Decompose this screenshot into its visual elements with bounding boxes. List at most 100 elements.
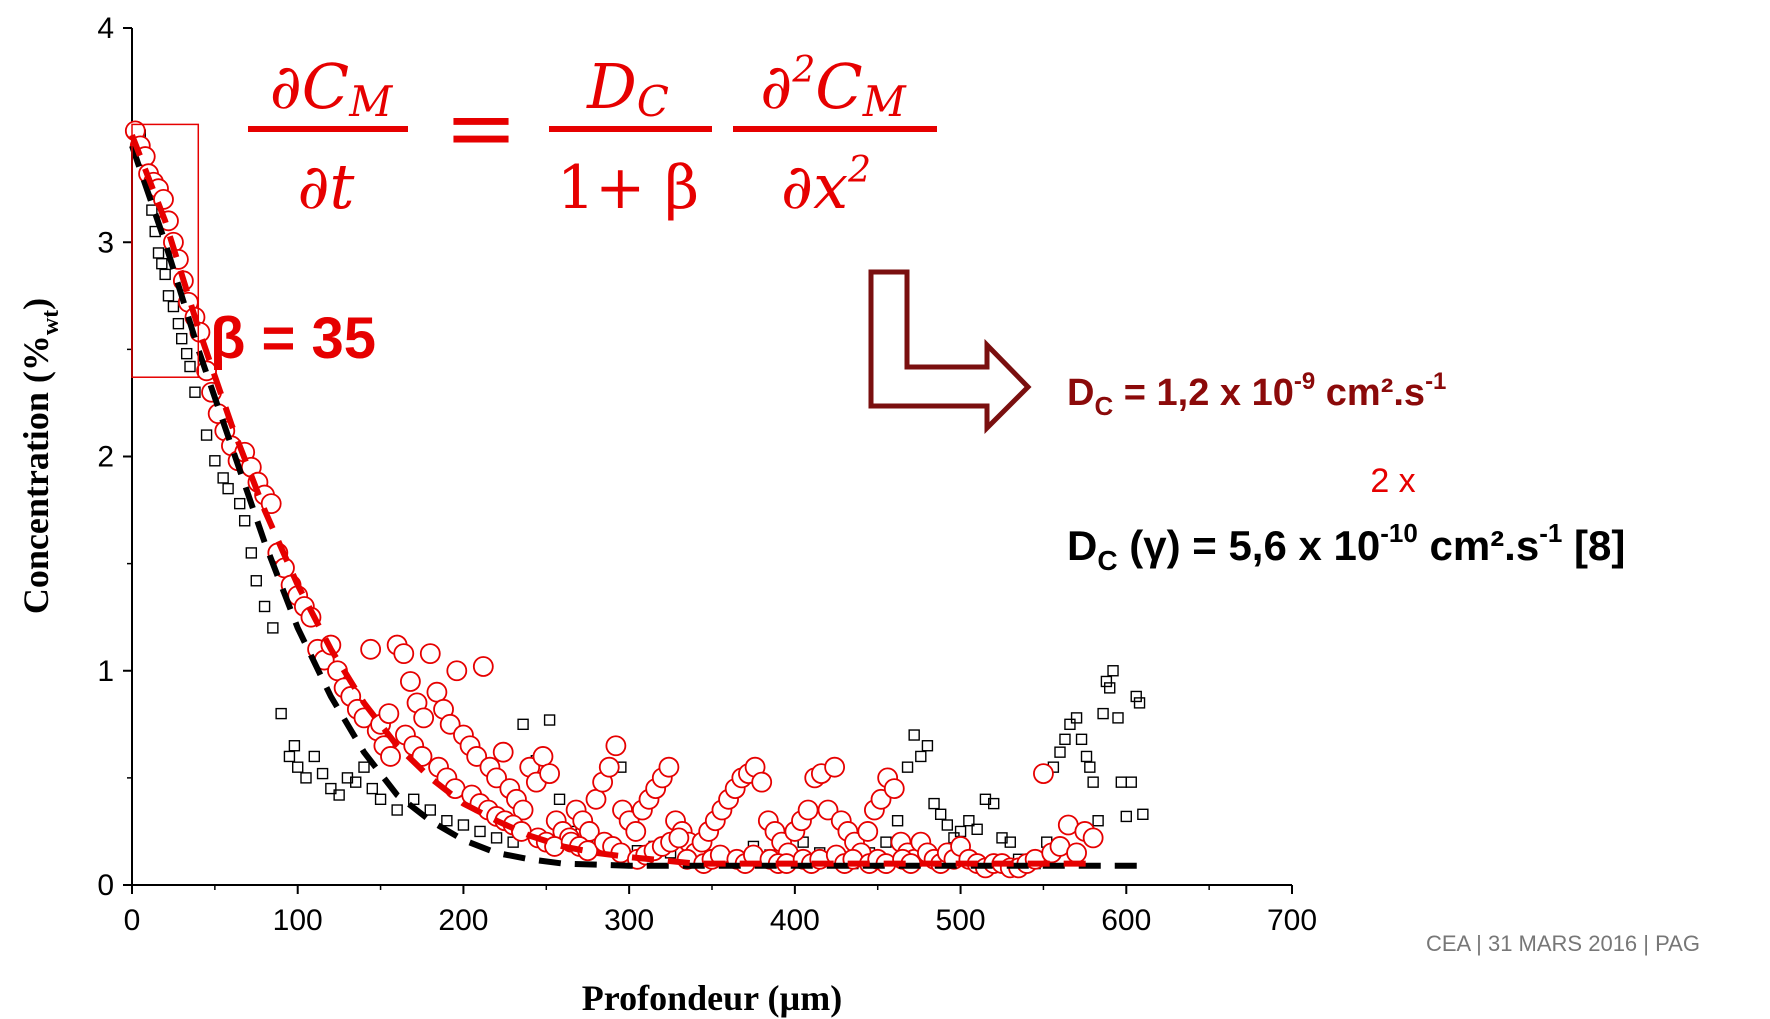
data-point-circle: [605, 735, 627, 757]
data-point-square: [316, 767, 329, 780]
data-point-circle: [492, 741, 514, 763]
x-tick-label: 600: [1101, 904, 1151, 937]
data-point-circle: [585, 788, 607, 810]
footer-text: CEA | 31 MARS 2016 | PAG: [1426, 931, 1700, 956]
data-point-square: [1097, 707, 1109, 720]
data-point-square: [1080, 750, 1093, 763]
data-point-circle: [378, 703, 400, 724]
data-point-square: [891, 815, 904, 827]
data-point-circle: [426, 681, 448, 703]
data-point-circle: [512, 799, 534, 821]
data-point-square: [184, 360, 196, 373]
data-point-circle: [446, 660, 468, 682]
data-point-square: [988, 797, 1000, 810]
data-point-square: [162, 290, 175, 302]
data-point-circle: [1082, 827, 1104, 849]
data-point-square: [152, 247, 165, 259]
data-point-square: [156, 257, 168, 270]
data-point-square: [1004, 836, 1016, 848]
data-point-square: [1133, 697, 1146, 709]
y-tick-label: 0: [97, 869, 114, 902]
data-point-circle: [598, 756, 620, 778]
data-point-square: [325, 782, 337, 795]
y-tick-label: 1: [97, 655, 114, 688]
dc-result: DC = 1,2 x 10-9 cm².s-1: [1067, 368, 1446, 421]
data-point-circle: [539, 763, 560, 784]
data-point-square: [288, 740, 301, 752]
data-point-circle: [419, 643, 441, 665]
data-point-square: [1130, 690, 1142, 703]
y-tick-label: 3: [97, 226, 114, 259]
data-point-square: [1120, 810, 1132, 823]
data-point-circle: [751, 771, 773, 793]
data-point-square: [517, 718, 529, 731]
eq-equals: =: [444, 76, 518, 179]
data-point-square: [217, 472, 229, 484]
data-point-square: [209, 455, 221, 467]
data-point-circle: [625, 821, 647, 842]
x-tick-label: 400: [770, 904, 820, 937]
data-point-square: [238, 515, 251, 527]
data-point-circle: [413, 707, 435, 729]
data-point-square: [222, 482, 234, 495]
data-point-square: [245, 547, 258, 559]
data-point-circle: [532, 746, 554, 767]
data-point-circle: [380, 746, 401, 767]
beta-label: β = 35: [210, 306, 376, 371]
factor-label: 2 x: [1370, 462, 1415, 500]
data-point-square: [1107, 665, 1119, 677]
y-axis-title: Concentration (%wt): [16, 298, 64, 614]
data-point-circle: [360, 638, 382, 660]
hollow-arrow-icon: [868, 269, 1032, 435]
x-tick-label: 300: [604, 904, 654, 937]
data-point-square: [146, 204, 158, 216]
data-point-square: [159, 268, 171, 281]
data-point-square: [928, 797, 940, 810]
data-point-square: [901, 761, 914, 773]
data-point-circle: [668, 827, 690, 849]
x-tick-label: 100: [273, 904, 323, 937]
data-point-square: [333, 789, 345, 801]
data-point-square: [1075, 733, 1088, 746]
data-point-square: [358, 761, 370, 773]
data-point-square: [963, 815, 975, 827]
eq-lhs-denominator: ∂t: [298, 150, 355, 223]
fit-lines: [129, 134, 1140, 869]
data-point-square: [941, 819, 954, 831]
data-point-square: [308, 750, 320, 763]
zoom-box: [131, 123, 200, 378]
data-point-square: [189, 386, 201, 398]
data-point-square: [1115, 776, 1128, 788]
data-point-square: [172, 317, 185, 330]
data-point-circle: [472, 656, 494, 677]
dc-gamma: DC (γ) = 5,6 x 10-10 cm².s-1 [8]: [1067, 518, 1625, 576]
eq-lhs-numerator: ∂CM: [270, 50, 394, 126]
eq-rhs-numerator: ∂2CM: [760, 50, 906, 126]
data-point-square: [1100, 675, 1113, 688]
data-point-square: [1112, 712, 1124, 724]
data-point-circle: [1066, 842, 1087, 864]
data-point-circle: [857, 821, 879, 842]
diffusion-equation: ∂CM ∂t = DC 1+ β ∂2CM ∂x2: [248, 50, 937, 223]
data-point-square: [1087, 776, 1099, 788]
data-point-square: [1070, 712, 1083, 724]
x-tick-label: 700: [1267, 904, 1317, 937]
data-point-square: [275, 707, 287, 720]
eq-rhs-denominator: ∂x2: [781, 150, 871, 223]
eq-coef-denominator: 1+ β: [557, 153, 699, 223]
data-point-square: [1084, 761, 1096, 773]
data-point-square: [908, 729, 920, 741]
data-point-square: [366, 782, 378, 795]
data-point-square: [167, 300, 180, 313]
fit-line-black: [129, 144, 1140, 869]
data-point-square: [341, 772, 354, 784]
data-point-square: [350, 776, 362, 788]
data-point-square: [979, 793, 992, 805]
data-point-circle: [658, 756, 680, 778]
data-point-circle: [399, 671, 421, 692]
data-point-square: [176, 332, 188, 345]
series-circles: [124, 120, 1104, 879]
data-point-square: [1054, 746, 1066, 758]
